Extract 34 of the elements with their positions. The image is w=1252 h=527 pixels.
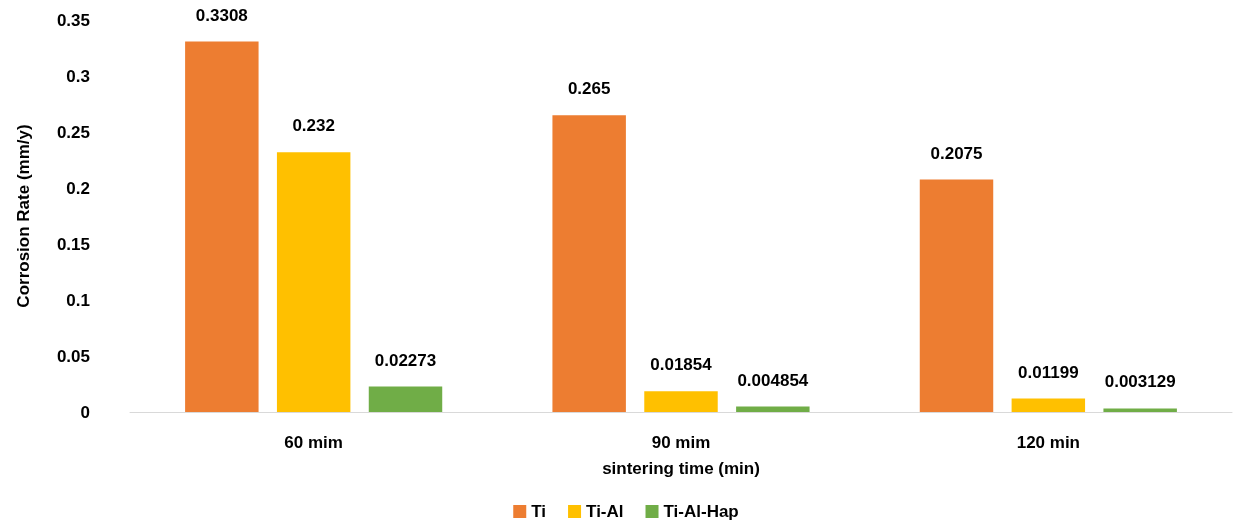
y-tick-label: 0.2 — [66, 178, 90, 198]
legend-label: Ti-Al-Hap — [663, 502, 739, 521]
data-label: 0.232 — [292, 116, 335, 136]
bar — [919, 179, 994, 412]
bar — [736, 406, 810, 412]
y-tick-label: 0 — [80, 402, 90, 422]
bar — [276, 152, 351, 412]
x-tick-label: 90 mim — [651, 433, 711, 452]
data-label: 0.2075 — [930, 143, 983, 163]
data-label: 0.265 — [567, 79, 611, 99]
bar — [185, 41, 259, 412]
y-tick-label: 0.35 — [56, 10, 90, 30]
y-tick-label: 0.25 — [56, 122, 90, 142]
x-tick-label: 120 min — [1016, 433, 1080, 452]
bar — [644, 391, 718, 412]
y-tick-label: 0.1 — [66, 290, 90, 310]
bar — [1103, 408, 1177, 412]
legend-label: Ti-Al — [586, 502, 624, 521]
data-label: 0.003129 — [1104, 372, 1176, 392]
bar — [1011, 398, 1086, 412]
x-tick-label: 60 mim — [284, 433, 343, 452]
data-label: 0.004854 — [737, 370, 809, 390]
bar — [368, 386, 443, 412]
y-tick-label: 0.3 — [66, 66, 90, 86]
y-axis-title: Corrosion Rate (mm/y) — [14, 124, 33, 308]
data-label: 0.01854 — [650, 355, 713, 375]
data-label: 0.3308 — [195, 5, 248, 25]
legend-label: Ti — [531, 502, 547, 521]
y-tick-label: 0.15 — [56, 234, 90, 254]
y-tick-label: 0.05 — [56, 346, 90, 366]
data-label: 0.02273 — [374, 350, 437, 370]
data-label: 0.01199 — [1018, 362, 1079, 382]
bar — [552, 115, 626, 412]
x-axis-title: sintering time (min) — [602, 459, 760, 478]
